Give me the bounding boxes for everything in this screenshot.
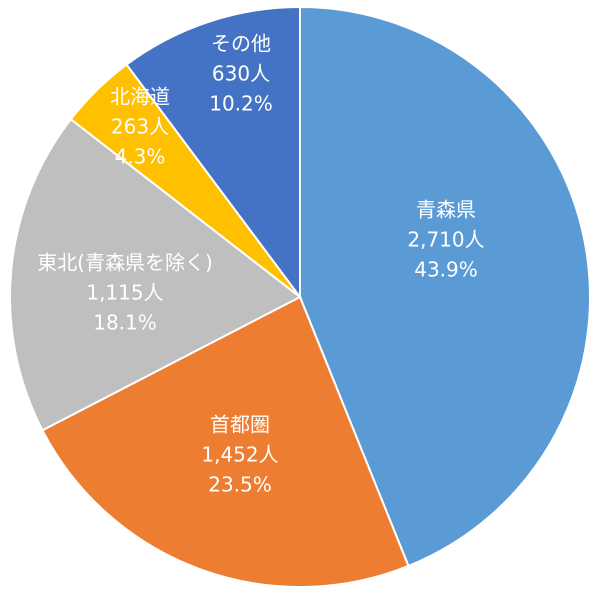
slice-category-label: 青森県 <box>416 198 476 222</box>
slice-percent-label: 4.3% <box>115 145 166 169</box>
slice-count-label: 1,452人 <box>201 443 278 467</box>
slice-category-label: 首都圏 <box>210 413 270 437</box>
pie-slice <box>9 117 302 432</box>
slice-percent-label: 18.1% <box>93 311 157 335</box>
pie-slice <box>125 5 301 301</box>
slice-percent-label: 10.2% <box>209 92 273 116</box>
pie-slice <box>41 295 410 589</box>
slice-count-label: 2,710人 <box>407 228 484 252</box>
slice-category-label: 北海道 <box>110 85 170 109</box>
labels-layer: 青森県 2,710人 43.9% 首都圏 1,452人 23.5% 東北(青森県を除く) 1,… <box>37 32 484 497</box>
slice-percent-label: 43.9% <box>414 258 478 282</box>
slice-category-label: 東北(青森県を除く) <box>37 251 213 275</box>
slice-count-label: 263人 <box>111 115 169 139</box>
slice-count-label: 1,115人 <box>86 281 163 305</box>
slice-count-label: 630人 <box>212 62 270 86</box>
pie-slice <box>299 5 591 568</box>
slice-category-label: その他 <box>211 32 271 56</box>
slice-percent-label: 23.5% <box>208 473 272 497</box>
slices-layer <box>9 5 591 589</box>
